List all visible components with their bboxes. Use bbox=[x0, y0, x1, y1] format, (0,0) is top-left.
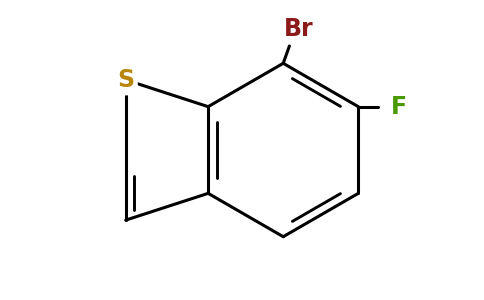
Text: F: F bbox=[391, 95, 407, 119]
Text: Br: Br bbox=[284, 17, 314, 41]
Text: S: S bbox=[117, 68, 134, 92]
